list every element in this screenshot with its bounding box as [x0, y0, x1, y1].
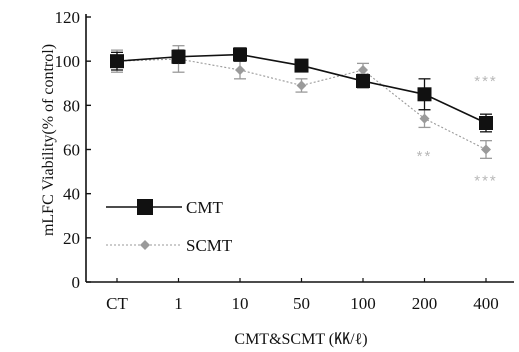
data-point: [171, 49, 186, 64]
data-point: [235, 65, 245, 75]
data-point: [479, 116, 493, 130]
significance-mark: **: [417, 148, 433, 165]
x-tick-label: 10: [232, 294, 249, 313]
axes: 0 20 40 60 80 100 120 CT 1 10 50 100 200 400: [55, 8, 514, 313]
legend-marker: [137, 199, 153, 215]
y-tick-label: 40: [63, 185, 80, 204]
legend-label: CMT: [186, 198, 223, 217]
y-axis-title: mLFC Viability(% of control): [40, 44, 57, 236]
data-point: [294, 58, 309, 73]
data-point: [233, 47, 247, 62]
data-point: [419, 113, 430, 124]
y-tick-label: 60: [63, 141, 80, 160]
data-point: [417, 87, 432, 102]
data-point: [356, 74, 370, 89]
significance-annotations: ********: [417, 73, 498, 189]
data-point: [110, 54, 124, 69]
x-tick-label: CT: [106, 294, 128, 313]
y-tick-label: 100: [55, 52, 81, 71]
y-tick-label: 80: [63, 96, 80, 115]
x-axis-title: CMT&SCMT (㏍/ℓ): [234, 331, 367, 348]
x-tick-label: 400: [473, 294, 499, 313]
legend: CMT SCMT: [106, 198, 233, 255]
data-point: [358, 65, 368, 75]
y-tick-label: 20: [63, 229, 80, 248]
significance-mark: ***: [474, 172, 498, 189]
data-point: [481, 144, 491, 155]
x-tick-label: 200: [412, 294, 438, 313]
y-tick-label: 120: [55, 8, 81, 27]
x-tick-label: 1: [174, 294, 183, 313]
x-tick-label: 50: [293, 294, 310, 313]
legend-item: SCMT: [106, 236, 233, 255]
legend-label: SCMT: [186, 236, 233, 255]
legend-marker: [140, 240, 150, 250]
legend-item: CMT: [106, 198, 223, 217]
data-markers: [110, 47, 493, 155]
significance-mark: ***: [474, 73, 498, 90]
y-tick-label: 0: [72, 273, 81, 292]
x-tick-label: 100: [350, 294, 376, 313]
data-point: [296, 80, 307, 91]
